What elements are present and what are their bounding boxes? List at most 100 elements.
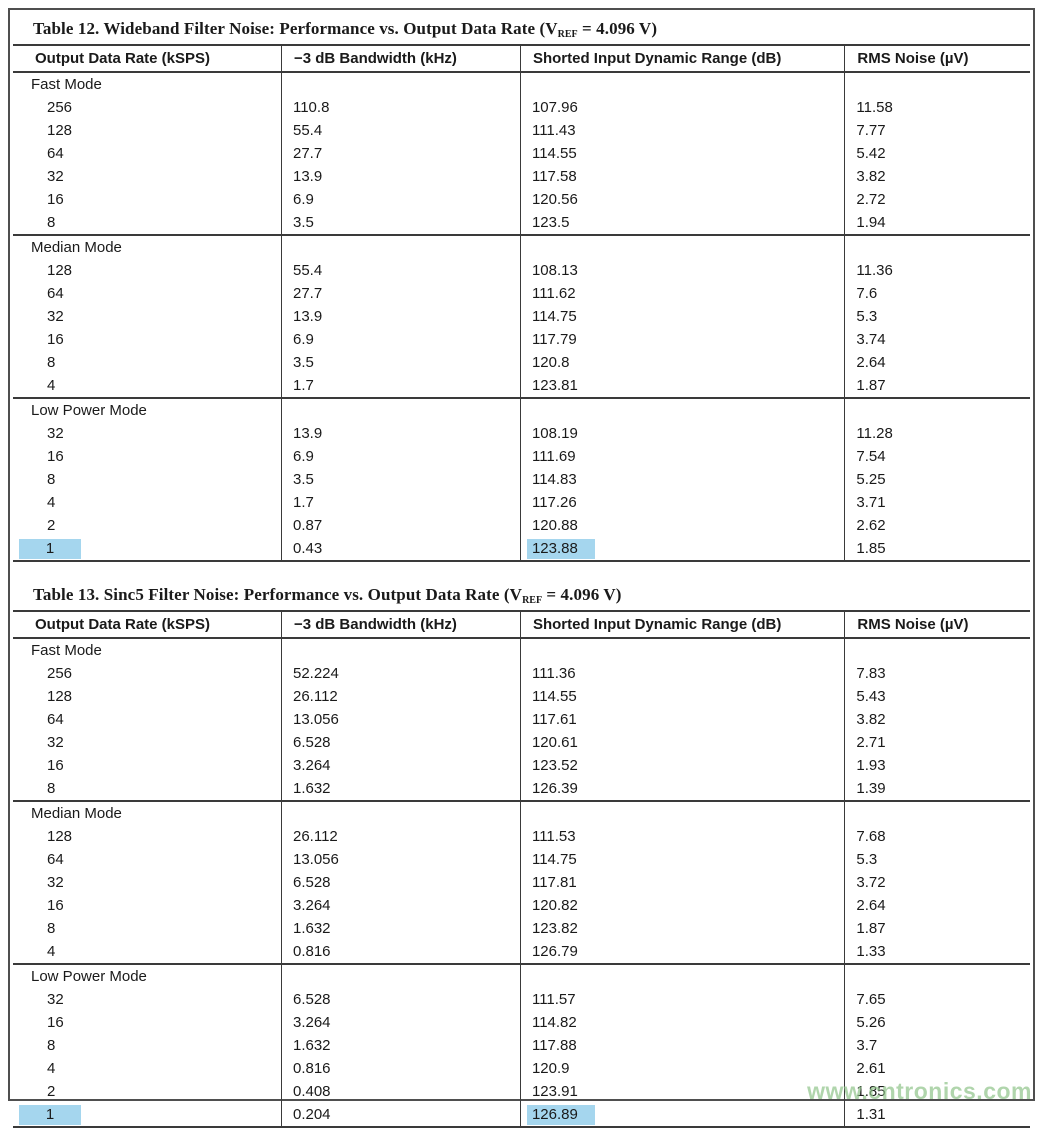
- table-cell: 3.5: [280, 468, 521, 491]
- caption-text: Table 13. Sinc5 Filter Noise: Performanc…: [33, 585, 523, 604]
- data-row: 4 1.7 117.26 3.71: [13, 491, 1030, 514]
- data-row: 8 1.632 126.39 1.39: [13, 777, 1030, 801]
- table-cell: 128: [47, 828, 73, 845]
- table-cell: 55.4: [280, 119, 521, 142]
- empty-cell: [844, 397, 1030, 422]
- table-cell: 0.43: [280, 537, 521, 561]
- table-cell: 110.8: [280, 96, 521, 119]
- table-cell: 3.264: [280, 754, 521, 777]
- empty-cell: [844, 234, 1030, 259]
- table-cell: 1.85: [844, 537, 1030, 561]
- table-cell: 3.82: [844, 165, 1030, 188]
- table-cell: 128: [47, 262, 73, 279]
- table-cell: 7.83: [844, 662, 1030, 685]
- table-cell: 32: [47, 168, 64, 185]
- mode-label: Fast Mode: [13, 71, 282, 96]
- table-cell: 0.816: [280, 1057, 521, 1080]
- table-cell: 16: [47, 1014, 64, 1031]
- table-cell: 120.88: [519, 514, 845, 537]
- mode-label: Low Power Mode: [13, 397, 282, 422]
- table-cell: 1.87: [844, 374, 1030, 398]
- data-row: 8 1.632 117.88 3.7: [13, 1034, 1030, 1057]
- data-row: 8 3.5 114.83 5.25: [13, 468, 1030, 491]
- empty-cell: [844, 963, 1030, 988]
- table-cell: 0.408: [280, 1080, 521, 1103]
- column-header-output-data-rate: Output Data Rate (kSPS): [13, 612, 282, 639]
- empty-cell: [280, 397, 521, 422]
- data-row: 16 6.9 117.79 3.74: [13, 328, 1030, 351]
- table-cell: 64: [47, 711, 64, 728]
- table-cell: 6.528: [280, 871, 521, 894]
- column-header-dynamic-range: Shorted Input Dynamic Range (dB): [519, 46, 845, 73]
- table-cell: 126.79: [519, 940, 845, 964]
- table-13-caption: Table 13. Sinc5 Filter Noise: Performanc…: [13, 578, 1030, 612]
- empty-cell: [844, 637, 1030, 662]
- caption-text: = 4.096 V): [577, 19, 658, 38]
- data-row: 32 6.528 120.61 2.71: [13, 731, 1030, 754]
- table-cell: 32: [47, 425, 64, 442]
- table-cell: 16: [47, 331, 64, 348]
- table-cell: 16: [47, 191, 64, 208]
- table-cell: 26.112: [280, 685, 521, 708]
- table-cell: 120.9: [519, 1057, 845, 1080]
- mode-row: Fast Mode: [13, 637, 1030, 662]
- table-cell: 11.28: [844, 422, 1030, 445]
- table-cell: 117.81: [519, 871, 845, 894]
- highlighted-cell-value: 123.88: [526, 538, 595, 559]
- table-cell: 1.94: [844, 211, 1030, 235]
- table-cell: 128: [47, 122, 73, 139]
- table-cell: 4: [47, 494, 56, 511]
- empty-cell: [280, 800, 521, 825]
- table-cell: 5.3: [844, 848, 1030, 871]
- table-cell: 4: [47, 1060, 56, 1077]
- empty-cell: [280, 234, 521, 259]
- data-row: 32 6.528 117.81 3.72: [13, 871, 1030, 894]
- mode-row: Low Power Mode: [13, 963, 1030, 988]
- table-cell: 128: [47, 688, 73, 705]
- table-cell: 8: [47, 214, 56, 231]
- caption-subscript: REF: [522, 595, 543, 606]
- caption-text: Table 12. Wideband Filter Noise: Perform…: [33, 19, 558, 38]
- table-cell: 64: [47, 145, 64, 162]
- data-row: 16 3.264 114.82 5.26: [13, 1011, 1030, 1034]
- table-cell: 16: [47, 897, 64, 914]
- table-cell: 2.62: [844, 514, 1030, 537]
- table-cell: 114.55: [519, 685, 845, 708]
- data-row: 1 0.204 126.89 1.31: [13, 1103, 1030, 1127]
- table-cell: 120.61: [519, 731, 845, 754]
- table-cell: 1.31: [844, 1103, 1030, 1127]
- data-row: 16 3.264 123.52 1.93: [13, 754, 1030, 777]
- data-row: 1 0.43 123.88 1.85: [13, 537, 1030, 561]
- table-cell: 117.88: [519, 1034, 845, 1057]
- table-cell: 16: [47, 757, 64, 774]
- table-cell: 8: [47, 1037, 56, 1054]
- table-cell: 13.9: [280, 305, 521, 328]
- table-cell: 52.224: [280, 662, 521, 685]
- table-cell: 1.7: [280, 374, 521, 398]
- data-row: 128 26.112 111.53 7.68: [13, 825, 1030, 848]
- table-cell: 27.7: [280, 142, 521, 165]
- table-cell: 6.528: [280, 988, 521, 1011]
- table-cell: 123.52: [519, 754, 845, 777]
- mode-row: Fast Mode: [13, 71, 1030, 96]
- table-cell: 2.64: [844, 351, 1030, 374]
- column-header-rms-noise: RMS Noise (µV): [844, 46, 1030, 73]
- table-cell: 3.82: [844, 708, 1030, 731]
- table-cell: 123.5: [519, 211, 845, 235]
- table-cell: 7.77: [844, 119, 1030, 142]
- table-cell: 108.13: [519, 259, 845, 282]
- empty-cell: [519, 637, 845, 662]
- column-header-bandwidth: −3 dB Bandwidth (kHz): [280, 612, 521, 639]
- table-cell: 5.42: [844, 142, 1030, 165]
- table-cell: 8: [47, 920, 56, 937]
- table-cell: 3.5: [280, 211, 521, 235]
- table-cell: 256: [47, 665, 73, 682]
- data-row: 8 3.5 120.8 2.64: [13, 351, 1030, 374]
- empty-cell: [519, 71, 845, 96]
- table-cell: 4: [47, 377, 56, 394]
- data-row: 128 55.4 108.13 11.36: [13, 259, 1030, 282]
- table-cell: 123.82: [519, 917, 845, 940]
- table-cell: 1.632: [280, 1034, 521, 1057]
- table-cell: 3.71: [844, 491, 1030, 514]
- data-row: 16 3.264 120.82 2.64: [13, 894, 1030, 917]
